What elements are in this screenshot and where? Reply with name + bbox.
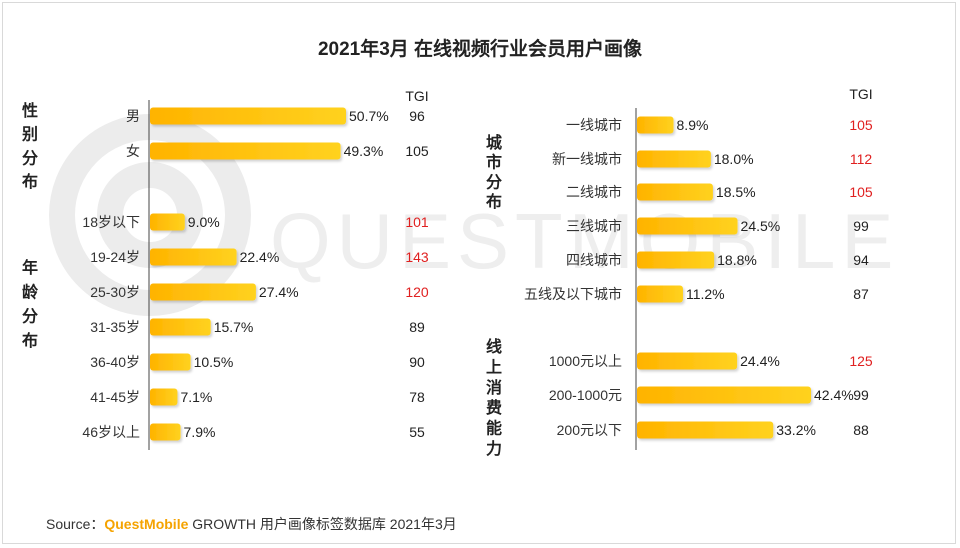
value-label: 7.1% <box>180 389 212 405</box>
tgi-value: 99 <box>853 387 869 403</box>
tgi-value: 55 <box>409 424 425 440</box>
bar <box>150 353 191 371</box>
source-note: Source：QuestMobile GROWTH 用户画像标签数据库 2021… <box>46 514 457 534</box>
group-label-char: 分 <box>22 308 38 326</box>
source-brand: QuestMobile <box>104 516 189 532</box>
tgi-value: 94 <box>853 252 869 268</box>
category-label: 新一线城市 <box>552 151 622 167</box>
value-label: 50.7% <box>349 108 389 124</box>
value-label: 18.8% <box>717 252 757 268</box>
category-label: 女 <box>126 143 140 159</box>
chart-title: 2021年3月 在线视频行业会员用户画像 <box>317 39 643 60</box>
value-label: 9.0% <box>188 214 220 230</box>
bar <box>637 251 715 269</box>
tgi-header: TGI <box>405 88 428 104</box>
bar <box>637 150 711 168</box>
category-label: 25-30岁 <box>90 284 140 300</box>
bar <box>637 183 713 201</box>
tgi-value: 99 <box>853 218 869 234</box>
category-label: 200-1000元 <box>549 387 622 403</box>
group-label-char: 线 <box>486 337 502 356</box>
group-label-char: 力 <box>486 439 502 458</box>
category-label: 18岁以下 <box>82 214 140 230</box>
value-label: 24.4% <box>740 353 780 369</box>
bar <box>150 142 341 160</box>
bar <box>150 107 346 125</box>
tgi-value: 112 <box>850 151 873 167</box>
value-label: 49.3% <box>344 143 384 159</box>
tgi-value: 105 <box>849 117 873 133</box>
tgi-value: 96 <box>409 108 425 124</box>
category-label: 二线城市 <box>566 184 622 200</box>
value-label: 15.7% <box>214 319 254 335</box>
tgi-value: 105 <box>405 143 429 159</box>
value-label: 7.9% <box>184 424 216 440</box>
source-text: GROWTH 用户画像标签数据库 2021年3月 <box>188 516 457 532</box>
group-label-char: 分 <box>486 173 502 191</box>
category-label: 五线及以下城市 <box>524 286 622 302</box>
value-label: 18.5% <box>716 184 756 200</box>
tgi-value: 125 <box>849 353 873 369</box>
value-label: 42.4% <box>814 387 854 403</box>
bar <box>637 386 811 404</box>
category-label: 四线城市 <box>566 252 622 268</box>
group-label-char: 市 <box>486 153 502 172</box>
tgi-value: 78 <box>409 389 425 405</box>
group-label-char: 性 <box>22 101 38 120</box>
bar <box>637 285 683 303</box>
category-label: 41-45岁 <box>90 389 140 405</box>
tgi-header: TGI <box>849 86 872 102</box>
value-label: 10.5% <box>194 354 234 370</box>
group-label-char: 布 <box>22 331 38 350</box>
group-label-char: 分 <box>22 149 38 167</box>
group-label-char: 费 <box>486 398 502 417</box>
tgi-value: 89 <box>409 319 425 335</box>
tgi-value: 105 <box>849 184 873 200</box>
group-label-char: 布 <box>486 192 502 211</box>
group-label-char: 城 <box>486 134 502 152</box>
value-label: 33.2% <box>776 422 816 438</box>
bar <box>637 116 674 134</box>
bar <box>150 248 237 266</box>
value-label: 11.2% <box>686 286 725 302</box>
bar <box>637 352 738 370</box>
value-label: 27.4% <box>259 284 299 300</box>
category-label: 46岁以上 <box>82 424 140 440</box>
group-label-char: 消 <box>486 378 502 397</box>
category-label: 一线城市 <box>566 117 622 133</box>
category-label: 200元以下 <box>557 422 622 438</box>
group-label-char: 龄 <box>22 282 39 301</box>
bar <box>637 421 774 439</box>
value-label: 22.4% <box>240 249 280 265</box>
tgi-value: 90 <box>409 354 425 370</box>
category-label: 31-35岁 <box>90 319 140 335</box>
tgi-value: 87 <box>853 286 869 302</box>
tgi-value: 88 <box>853 422 869 438</box>
bar <box>150 388 178 406</box>
bar <box>637 217 738 235</box>
group-label-char: 上 <box>486 358 502 376</box>
category-label: 36-40岁 <box>90 354 140 370</box>
bar <box>150 318 211 336</box>
category-label: 男 <box>126 108 140 124</box>
tgi-value: 143 <box>405 249 429 265</box>
category-label: 三线城市 <box>566 218 622 234</box>
category-label: 1000元以上 <box>549 353 622 369</box>
category-label: 19-24岁 <box>90 249 140 265</box>
value-label: 18.0% <box>714 151 754 167</box>
group-label-char: 别 <box>21 126 38 144</box>
source-prefix: Source： <box>46 516 105 532</box>
group-label-char: 年 <box>22 258 38 277</box>
group-label-char: 能 <box>486 419 502 438</box>
value-label: 8.9% <box>677 117 709 133</box>
tgi-value: 120 <box>405 284 429 300</box>
tgi-value: 101 <box>405 214 429 230</box>
bar <box>150 283 256 301</box>
value-label: 24.5% <box>741 218 781 234</box>
group-label-char: 布 <box>22 172 38 191</box>
bar <box>150 213 185 231</box>
bar <box>150 423 181 441</box>
